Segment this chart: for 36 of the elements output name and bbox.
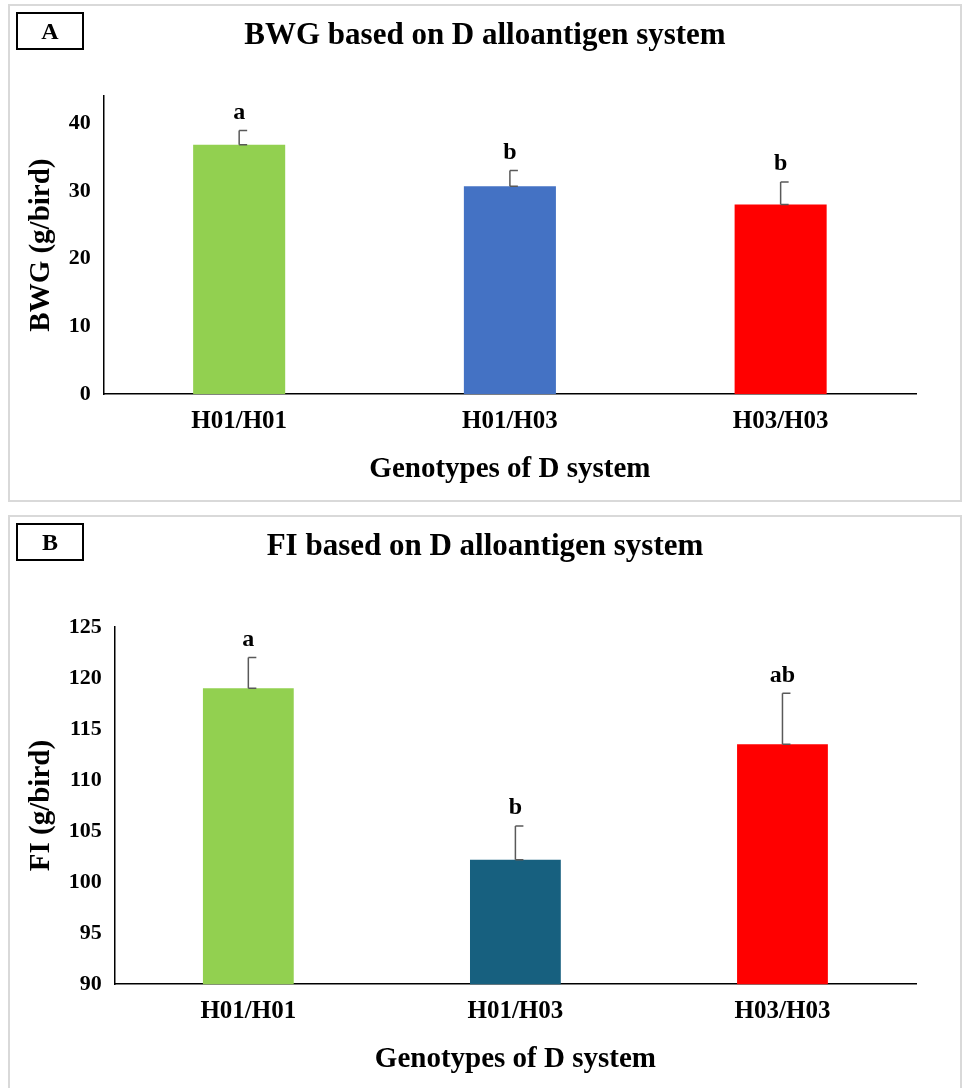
annotation: b (508, 793, 523, 820)
x-axis-title: Genotypes of D system (374, 1041, 656, 1074)
y-tick-label: 125 (68, 612, 102, 638)
bar (734, 204, 827, 395)
y-axis-title: BWG (g/bird) (22, 158, 56, 332)
x-tick-label: H03/H03 (734, 995, 831, 1023)
x-tick-label: H03/H03 (732, 405, 829, 433)
y-tick-label: 110 (70, 765, 102, 791)
y-tick-label: 40 (68, 108, 91, 134)
y-tick-label: 0 (79, 379, 91, 405)
bar (193, 144, 286, 395)
y-axis-title: FI (g/bird) (22, 739, 56, 872)
text: A (16, 12, 84, 50)
y-tick-label: 30 (68, 176, 91, 202)
x-tick-label: H01/H03 (467, 995, 564, 1023)
y-tick-label: 10 (68, 312, 91, 338)
annotation: a (233, 97, 246, 124)
x-tick-label: H01/H01 (200, 995, 297, 1023)
y-tick-label: 20 (68, 244, 91, 270)
y-tick-label: 115 (70, 714, 102, 740)
annotation: ab (769, 660, 796, 687)
x-axis-title: Genotypes of D system (369, 451, 651, 484)
y-tick-label: 90 (79, 969, 102, 995)
x-tick-label: H01/H03 (461, 405, 558, 433)
y-tick-label: 105 (68, 816, 102, 842)
chart-title: BWG based on D alloantigen system (244, 16, 726, 51)
y-tick-label: 95 (79, 918, 102, 944)
text: B (16, 523, 84, 561)
y-tick-label: 100 (68, 867, 102, 893)
annotation: a (242, 624, 255, 651)
y-tick-label: 120 (68, 663, 102, 689)
x-tick-label: H01/H01 (191, 405, 288, 433)
chart-title: FI based on D alloantigen system (266, 527, 704, 562)
bar (463, 186, 556, 395)
annotation: b (773, 149, 788, 176)
annotation: b (503, 137, 517, 164)
